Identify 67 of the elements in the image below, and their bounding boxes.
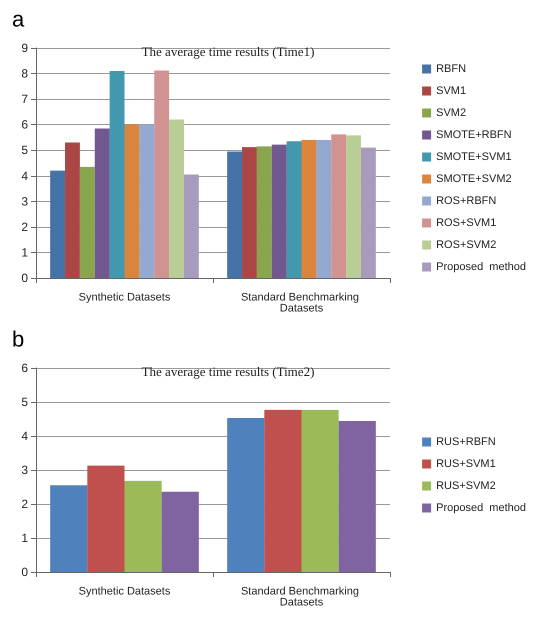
y-tick-label: 6 [21, 361, 28, 375]
legend-label: SVM1 [436, 85, 466, 97]
x-tick-label: Standard Benchmarking Datasets [240, 586, 362, 608]
bar [316, 140, 332, 278]
legend-label: SVM2 [436, 107, 466, 119]
y-tick-label: 3 [21, 194, 28, 208]
y-tick-label: 2 [21, 497, 28, 511]
legend-label: RUS+RBFN [436, 436, 496, 448]
bar [227, 152, 242, 278]
bar [272, 144, 287, 278]
bar [65, 142, 80, 278]
legend-label: ROS+SVM2 [436, 239, 496, 251]
chart-title: The average time results (Time1) [142, 44, 314, 59]
x-tick-label: Standard Benchmarking Datasets [240, 292, 362, 314]
bar [94, 128, 110, 278]
y-tick-label: 5 [21, 143, 28, 158]
bar [331, 134, 346, 278]
x-tick-label: Synthetic Datasets [78, 292, 171, 304]
y-tick-label: 3 [21, 463, 28, 477]
y-tick-label: 6 [21, 118, 28, 132]
legend-label: RBFN [436, 63, 466, 75]
bar [110, 71, 124, 278]
text: b [12, 326, 24, 352]
bar [124, 124, 140, 278]
legend-label: RUS+SVM1 [436, 458, 496, 470]
bar [154, 70, 170, 278]
bar [169, 120, 184, 278]
legend-label: RUS+SVM2 [436, 480, 496, 492]
bar [124, 480, 162, 572]
y-tick-label: 1 [21, 531, 28, 545]
bar [242, 147, 257, 278]
y-tick-label: 0 [21, 271, 28, 285]
y-tick-label: 7 [21, 92, 28, 106]
legend-label: ROS+RBFN [436, 195, 496, 207]
x-tick-label: Synthetic Datasets [78, 586, 171, 598]
bar [184, 174, 199, 278]
y-tick-label: 8 [21, 66, 28, 81]
bar [227, 418, 264, 572]
y-tick-label: 2 [21, 220, 28, 234]
y-tick-label: 5 [21, 395, 28, 409]
bar [360, 148, 376, 278]
y-tick-label: 4 [21, 429, 28, 443]
legend-label: SMOTE+SVM2 [436, 173, 512, 185]
bar [264, 410, 302, 572]
y-tick-label: 0 [21, 565, 28, 579]
bar [302, 140, 316, 278]
bar [87, 466, 124, 572]
bar [346, 135, 361, 278]
bar [338, 421, 376, 572]
chart-title: The average time results (Time2) [142, 364, 314, 379]
legend-label: Proposed method [436, 502, 526, 514]
bar [80, 166, 95, 278]
bar [162, 492, 199, 572]
bar [302, 410, 339, 572]
bar [139, 124, 154, 278]
legend-label: Proposed method [436, 261, 526, 273]
bar [50, 485, 88, 572]
text: a [12, 6, 25, 32]
y-tick-label: 4 [21, 168, 28, 183]
y-tick-label: 1 [21, 245, 28, 260]
legend-label: SMOTE+RBFN [436, 129, 512, 141]
legend-label: ROS+SVM1 [436, 217, 496, 229]
bar [286, 141, 302, 278]
legend-label: SMOTE+SVM1 [436, 151, 512, 163]
y-tick-label: 9 [21, 41, 28, 55]
bar [50, 170, 66, 278]
bar [256, 146, 272, 278]
